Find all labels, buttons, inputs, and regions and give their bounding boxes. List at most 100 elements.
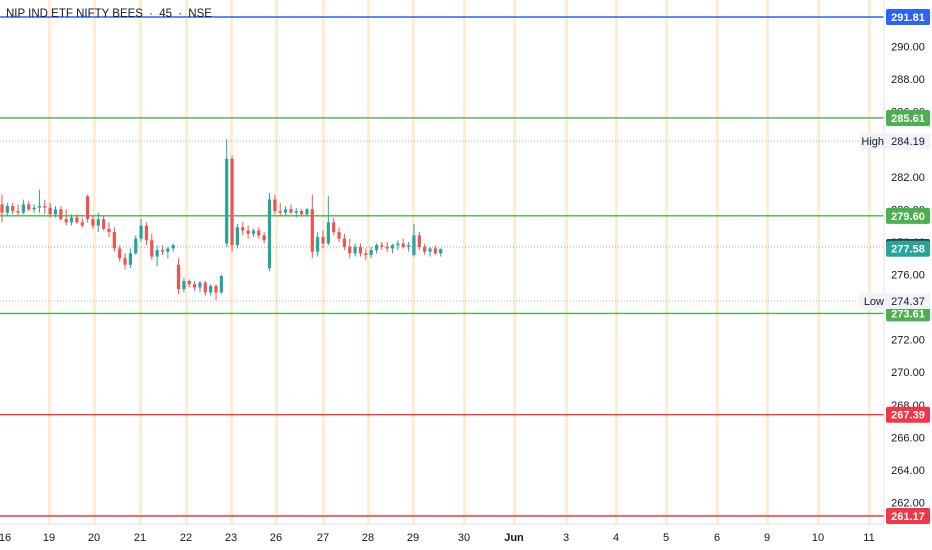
x-tick-label: 22 <box>180 532 192 544</box>
candle-body <box>348 246 352 254</box>
candle <box>417 232 421 251</box>
title-separator: · <box>149 8 154 20</box>
candle-body <box>160 250 165 252</box>
candle-body <box>273 199 277 211</box>
candle <box>390 243 395 254</box>
session-band <box>48 0 51 524</box>
candle <box>412 223 416 257</box>
candle-body <box>182 280 186 290</box>
candle-body <box>198 282 202 288</box>
x-tick-label: 10 <box>812 532 824 544</box>
candle <box>160 245 165 255</box>
candle <box>348 238 352 259</box>
x-tick-label: 21 <box>134 532 146 544</box>
low-label-value: 274.37 <box>891 296 925 308</box>
candle-body <box>43 206 47 208</box>
level-price-tag: 273.61 <box>886 305 930 322</box>
y-tick-label: 266.00 <box>891 432 925 444</box>
x-tick-label: 23 <box>225 532 237 544</box>
x-tick-label: 9 <box>764 532 770 544</box>
candle <box>326 196 330 246</box>
candle-body <box>278 210 282 213</box>
x-tick-label: 3 <box>563 532 569 544</box>
session-band <box>817 0 820 524</box>
candle-body <box>423 246 427 252</box>
level-price-tag-text: 285.61 <box>891 113 925 125</box>
candle <box>246 225 250 239</box>
session-band <box>868 0 871 524</box>
candle <box>21 199 25 215</box>
candle-body <box>310 209 314 252</box>
candle <box>193 280 197 291</box>
candle <box>209 284 213 296</box>
level-price-tag: 279.60 <box>886 207 930 224</box>
candle <box>439 248 443 257</box>
candle-body <box>300 210 304 215</box>
candle-body <box>246 230 250 234</box>
candle <box>118 245 122 262</box>
x-tick-label: 26 <box>270 532 282 544</box>
y-tick-label: 272.00 <box>891 335 925 347</box>
candle <box>283 206 288 216</box>
interval-label: 45 <box>159 8 173 20</box>
candle <box>37 189 42 213</box>
candle-body <box>257 230 261 236</box>
candle-body <box>439 248 443 254</box>
level-price-tag-text: 279.60 <box>891 211 925 223</box>
level-price-tag-bg <box>886 508 930 524</box>
candle-body <box>407 245 411 247</box>
session-band <box>513 0 516 524</box>
candle <box>59 206 63 221</box>
candle <box>155 245 159 267</box>
x-tick-label: 19 <box>43 532 55 544</box>
candle-body <box>396 243 400 246</box>
symbol-name: NIP IND ETF NIFTY BEES <box>6 8 143 20</box>
candle-body <box>225 158 229 244</box>
candle-body <box>80 222 84 226</box>
level-price-tag: 267.39 <box>886 406 930 423</box>
candle-body <box>209 285 213 293</box>
candle-body <box>102 219 106 229</box>
candle <box>43 199 47 215</box>
candle-body <box>187 280 191 285</box>
level-price-tag-bg <box>886 406 930 423</box>
candle <box>166 246 170 259</box>
candle <box>294 207 298 218</box>
price-labels: 291.81 285.61 279.60 273.61 267.39 261.17 277.… <box>860 9 930 524</box>
candle-body <box>144 225 149 241</box>
candle-body <box>21 204 25 213</box>
candle-body <box>16 210 20 213</box>
candle <box>128 248 132 268</box>
candle-body <box>294 210 298 213</box>
candle-body <box>316 237 320 252</box>
candle <box>182 277 186 293</box>
candle <box>230 155 234 252</box>
candle <box>257 227 261 239</box>
candle-body <box>155 250 159 257</box>
candle-body <box>37 206 42 208</box>
candle-body <box>342 238 346 247</box>
horizontal-levels <box>0 16 884 517</box>
candle <box>134 235 138 255</box>
candle <box>353 243 357 257</box>
x-tick-label: 6 <box>714 532 720 544</box>
candle <box>219 274 223 295</box>
session-band <box>93 0 96 524</box>
candle-body <box>128 253 132 265</box>
candle-body <box>214 285 218 293</box>
session-band <box>766 0 769 524</box>
candle <box>150 233 154 260</box>
candle <box>235 223 239 249</box>
candle-body <box>69 217 74 223</box>
candle-body <box>0 204 4 213</box>
level-price-tag: 291.81 <box>886 9 930 25</box>
candle <box>91 215 95 229</box>
candle-body <box>107 228 111 233</box>
candle-body <box>385 246 389 249</box>
x-tick-label: 5 <box>663 532 669 544</box>
candle-body <box>64 219 68 223</box>
x-tick-label: 27 <box>317 532 329 544</box>
candle <box>176 258 181 295</box>
exchange-label: NSE <box>188 8 212 20</box>
